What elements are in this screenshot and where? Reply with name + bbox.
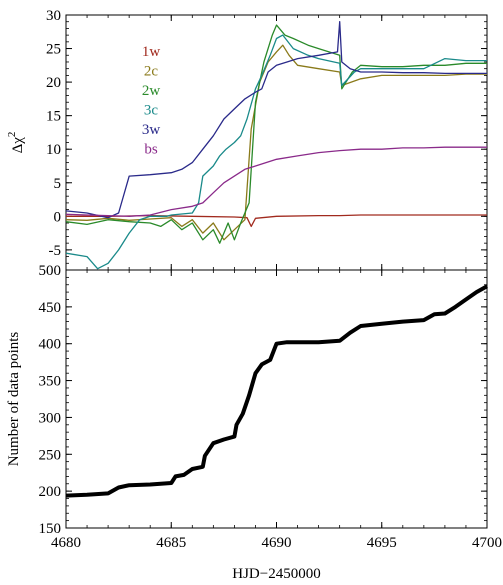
- legend-entry-2c: 2c: [144, 64, 159, 80]
- legend-entry-bs: bs: [144, 142, 158, 158]
- y-tick-label: 0: [54, 209, 62, 225]
- series-line-3w: [65, 21, 487, 219]
- y-tick-label: 150: [39, 521, 62, 537]
- top-panel: -5 0 5 10 15 20 25 30 Δχ2 1w 2c 2w 3c 3w bs: [6, 8, 488, 271]
- y-tick-label: 10: [46, 142, 61, 158]
- bottom-panel: 150 200 250 300 350 400 450 500 4680 4685 4690 4695…: [6, 263, 502, 582]
- y-tick-label: 200: [39, 484, 62, 500]
- y-tick-label: 25: [46, 42, 61, 58]
- y-tick-label: 400: [39, 337, 62, 353]
- legend-entry-1w: 1w: [142, 44, 161, 60]
- series-line-3c: [65, 34, 487, 270]
- plot-frame: [65, 269, 488, 529]
- legend-entry-3c: 3c: [144, 103, 159, 119]
- y-tick-label: 20: [46, 75, 61, 91]
- legend-entry-2w: 2w: [142, 83, 161, 99]
- x-tick-label: 4700: [472, 535, 502, 551]
- y-tick-label: 30: [46, 8, 61, 24]
- x-tick-label: 4685: [156, 535, 186, 551]
- y-axis-title-superscript: 2: [6, 132, 18, 138]
- plot-frame: [65, 14, 488, 271]
- y-tick-label: 5: [54, 176, 62, 192]
- series-line-2c: [65, 44, 487, 241]
- x-axis-title: HJD−2450000: [232, 566, 320, 582]
- x-tick-label: 4680: [51, 535, 81, 551]
- y-tick-label: 15: [46, 109, 61, 125]
- y-tick-label: 450: [39, 300, 62, 316]
- y-axis-title: Number of data points: [6, 332, 22, 467]
- y-tick-label: -5: [49, 243, 62, 259]
- x-tick-label: 4695: [367, 535, 397, 551]
- x-tick-label: 4690: [262, 535, 292, 551]
- series-line-bs: [65, 146, 487, 217]
- series-line-count: [65, 284, 488, 498]
- y-tick-label: 250: [39, 447, 62, 463]
- y-tick-label: 300: [39, 410, 62, 426]
- series-line-2w: [65, 24, 487, 244]
- y-tick-label: 350: [39, 374, 62, 390]
- y-axis-title: Δχ2: [6, 132, 26, 154]
- y-tick-label: 500: [39, 263, 62, 279]
- legend-entry-3w: 3w: [142, 122, 161, 138]
